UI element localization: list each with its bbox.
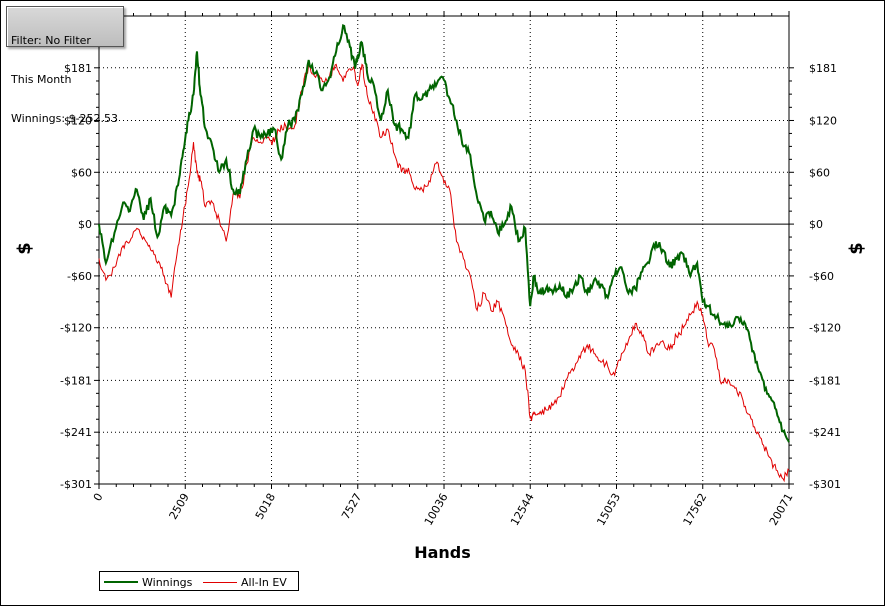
x-tick-label: 0 [91,491,106,504]
axis-ticks [94,11,794,489]
winnings-total-label: Winnings: $-252.53 [11,112,119,125]
y-axis-right-labels: -$301 -$241 -$181 -$120 -$60 $0 $60 $120 $181 [809,62,841,491]
legend-label-allin-ev: All-In EV [241,575,287,589]
x-axis-title: Hands [414,543,471,562]
x-tick-label: 5018 [253,491,278,522]
filter-info-box: Filter: No Filter This Month Winnings: $… [6,6,124,125]
y-tick-label-left: -$60 [67,270,92,283]
y-tick-label-right: -$60 [809,270,834,283]
x-tick-label: 10036 [422,491,451,528]
x-tick-label: 12544 [508,491,537,528]
filter-label: Filter: No Filter [11,34,91,47]
x-axis-labels: 0 2509 5018 7527 10036 12544 15053 17562 20071 [91,491,796,528]
y-tick-label-right: -$301 [809,478,841,491]
x-tick-label: 7527 [339,491,364,522]
grid [99,16,789,485]
x-tick-label: 2509 [167,491,192,522]
y-tick-label-right: $120 [809,114,837,127]
legend-item-allin-ev: All-In EV [203,575,287,589]
x-tick-label: 20071 [767,491,796,528]
y-tick-label-left: $120 [64,114,92,127]
legend-swatch-winnings [104,581,138,583]
y-tick-label-left: -$181 [60,374,92,387]
series-winnings [98,24,790,443]
plot-area [98,15,790,485]
y-axis-left-labels: -$301 -$241 -$181 -$120 -$60 $0 $60 $120 $181 [60,62,92,491]
y-axis-title-left: $ [13,242,35,255]
y-tick-label-left: $181 [64,62,92,75]
y-tick-label-left: -$241 [60,426,92,439]
x-tick-label: 15053 [594,491,623,528]
y-axis-title-right: $ [845,242,867,255]
period-label: This Month [11,73,72,86]
y-tick-label-right: -$181 [809,374,841,387]
y-tick-label-right: -$120 [809,322,841,335]
y-tick-label-right: -$241 [809,426,841,439]
y-tick-label-left: $60 [71,166,92,179]
y-tick-label-left: $0 [78,218,92,231]
x-tick-label: 17562 [681,491,710,528]
y-tick-label-left: -$301 [60,478,92,491]
series-all-in-ev [98,63,790,483]
y-tick-label-right: $60 [809,166,830,179]
legend-item-winnings: Winnings [104,575,192,589]
y-tick-label-left: -$120 [60,322,92,335]
y-tick-label-right: $0 [809,218,823,231]
legend-swatch-allin-ev [203,581,237,583]
y-tick-label-right: $181 [809,62,837,75]
series-lines [98,24,790,483]
legend: Winnings All-In EV [99,571,299,591]
legend-label-winnings: Winnings [142,575,193,589]
